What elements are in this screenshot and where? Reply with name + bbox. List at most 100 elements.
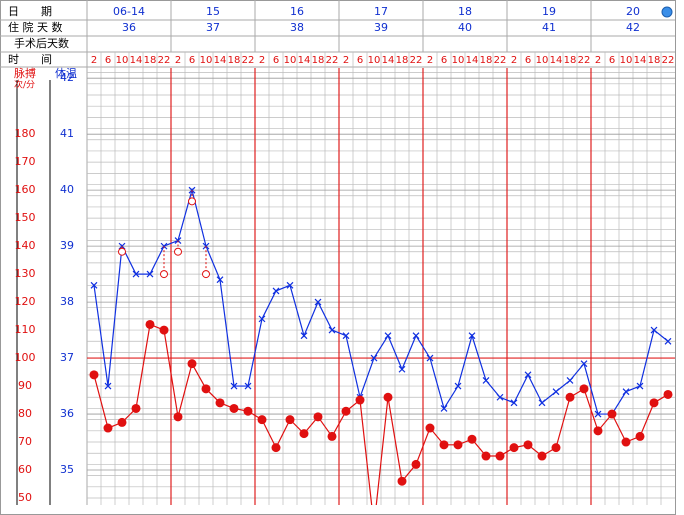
x-tick-label: 18 (396, 55, 409, 66)
pulse-point (649, 398, 659, 408)
pulse-point (495, 451, 505, 461)
y2-tick-label: 80 (18, 407, 32, 420)
temperature-point (258, 315, 266, 323)
pulse-point (621, 437, 631, 447)
hospital-day: 36 (122, 21, 136, 34)
y-tick-label: 39 (60, 239, 74, 252)
pulse-point (663, 389, 673, 399)
pulse-point (271, 443, 281, 453)
x-tick-label: 14 (214, 55, 227, 66)
x-tick-label: 2 (91, 55, 97, 66)
pulse-point (607, 409, 617, 419)
x-tick-label: 22 (494, 55, 507, 66)
y2-tick-label: 140 (15, 239, 36, 252)
pulse-point (425, 423, 435, 433)
x-tick-label: 22 (578, 55, 591, 66)
temperature-point (636, 382, 644, 390)
x-tick-label: 14 (466, 55, 479, 66)
date: 06-14 (113, 5, 145, 18)
hospital-day: 41 (542, 21, 556, 34)
x-tick-label: 22 (326, 55, 339, 66)
temperature-point (286, 281, 294, 289)
temperature-point (272, 287, 280, 295)
x-tick-label: 2 (595, 55, 601, 66)
cooling-point (202, 270, 210, 279)
temperature-point (370, 354, 378, 362)
pulse-point (551, 443, 561, 453)
temperature-point (244, 382, 252, 390)
pulse-point (579, 384, 589, 394)
pulse-point (481, 451, 491, 461)
date: 16 (290, 5, 304, 18)
x-tick-label: 2 (427, 55, 433, 66)
y2-unit: 次/分 (14, 79, 35, 91)
temperature-point (496, 393, 504, 401)
pulse-point (467, 434, 477, 444)
hospital-day: 37 (206, 21, 220, 34)
temperature-point (552, 388, 560, 396)
pulse-point (145, 319, 155, 329)
x-tick-label: 18 (312, 55, 325, 66)
temperature-point (650, 326, 658, 334)
temperature-point (510, 399, 518, 407)
date: 18 (458, 5, 472, 18)
plot (89, 186, 673, 505)
y2-label: 脉搏 (14, 66, 36, 80)
temperature-point (384, 332, 392, 340)
temperature-point (230, 382, 238, 390)
temperature-point (426, 354, 434, 362)
temperature-point (580, 360, 588, 368)
temperature-point (216, 276, 224, 284)
date: 20 (626, 5, 640, 18)
info-icon[interactable] (661, 6, 673, 18)
y2-tick-label: 90 (18, 379, 32, 392)
temperature-point (398, 365, 406, 373)
x-tick-label: 6 (525, 55, 531, 66)
x-tick-label: 10 (620, 55, 633, 66)
temperature-point (622, 388, 630, 396)
pulse-point (635, 431, 645, 441)
cooling-point (118, 247, 126, 256)
x-tick-label: 22 (158, 55, 171, 66)
y2-tick-label: 180 (15, 127, 36, 140)
date: 15 (206, 5, 220, 18)
y-tick-label: 42 (60, 71, 74, 84)
pulse-point (509, 443, 519, 453)
x-tick-label: 10 (284, 55, 297, 66)
x-tick-label: 6 (273, 55, 279, 66)
pulse-point (117, 417, 127, 427)
pulse-point (341, 406, 351, 416)
cooling-point (174, 247, 182, 256)
hospital-day: 42 (626, 21, 640, 34)
x-tick-label: 18 (144, 55, 157, 66)
temperature-point (594, 410, 602, 418)
x-tick-label: 2 (259, 55, 265, 66)
pulse-point (215, 398, 225, 408)
x-tick-label: 6 (357, 55, 363, 66)
temperature-point (146, 270, 154, 278)
temperature-point (440, 405, 448, 412)
cooling-point (160, 270, 168, 279)
x-tick-label: 10 (200, 55, 213, 66)
y-tick-label: 36 (60, 407, 74, 420)
date: 19 (542, 5, 556, 18)
temperature-point (482, 377, 490, 384)
row-label: 手术后天数 (14, 36, 69, 50)
pulse-point (523, 440, 533, 450)
temperature-point (664, 337, 672, 345)
temperature-point (132, 270, 140, 278)
pulse-point (257, 415, 267, 425)
temperature-point (174, 237, 182, 244)
hospital-day: 38 (290, 21, 304, 34)
pulse-point (439, 440, 449, 450)
temperature-point (538, 399, 546, 407)
y2-tick-label: 70 (18, 435, 32, 448)
x-tick-label: 2 (511, 55, 517, 66)
x-tick-label: 6 (609, 55, 615, 66)
header-grid (0, 0, 675, 505)
temperature-point (314, 298, 322, 306)
pulse-point (187, 359, 197, 369)
date: 17 (374, 5, 388, 18)
cooling-point (188, 197, 196, 206)
x-tick-label: 22 (410, 55, 423, 66)
